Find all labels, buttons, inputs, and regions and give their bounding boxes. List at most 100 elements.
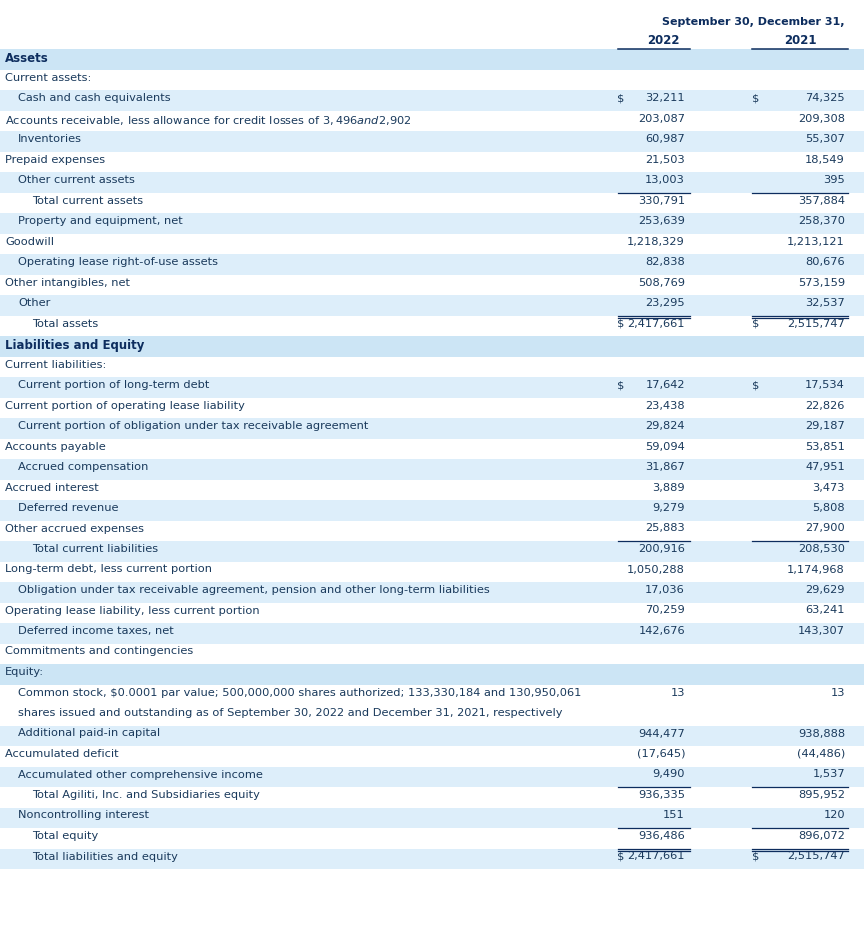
Text: 55,307: 55,307	[805, 134, 845, 144]
Text: 1,218,329: 1,218,329	[627, 236, 685, 247]
Text: 47,951: 47,951	[805, 462, 845, 472]
Bar	[0, 562, 864, 582]
Text: 395: 395	[823, 175, 845, 185]
Text: $: $	[617, 319, 625, 328]
Text: 3,889: 3,889	[652, 482, 685, 492]
Text: 253,639: 253,639	[638, 216, 685, 226]
Bar	[0, 131, 864, 151]
Text: 944,477: 944,477	[638, 729, 685, 739]
Bar	[0, 398, 864, 418]
Text: 896,072: 896,072	[798, 831, 845, 841]
Text: 63,241: 63,241	[805, 605, 845, 616]
Text: Operating lease right-of-use assets: Operating lease right-of-use assets	[18, 257, 218, 267]
Bar	[0, 151, 864, 172]
Text: (17,645): (17,645)	[637, 749, 685, 759]
Bar	[0, 90, 864, 110]
Bar	[0, 500, 864, 520]
Text: 1,174,968: 1,174,968	[787, 565, 845, 575]
Text: 573,159: 573,159	[797, 277, 845, 287]
Text: (44,486): (44,486)	[797, 749, 845, 759]
Text: 29,187: 29,187	[805, 421, 845, 431]
Text: 70,259: 70,259	[645, 605, 685, 616]
Text: Long-term debt, less current portion: Long-term debt, less current portion	[5, 565, 212, 575]
Text: 9,490: 9,490	[652, 769, 685, 780]
Text: 209,308: 209,308	[798, 113, 845, 123]
Text: 357,884: 357,884	[798, 196, 845, 206]
Text: 17,534: 17,534	[805, 380, 845, 390]
Text: 895,952: 895,952	[798, 790, 845, 800]
Text: $: $	[617, 93, 625, 103]
Text: Current portion of operating lease liability: Current portion of operating lease liabi…	[5, 400, 245, 411]
Text: $: $	[752, 93, 759, 103]
Text: 21,503: 21,503	[645, 155, 685, 164]
Text: Prepaid expenses: Prepaid expenses	[5, 155, 105, 164]
Text: 2,417,661: 2,417,661	[627, 319, 685, 328]
Text: 2,417,661: 2,417,661	[627, 852, 685, 861]
Bar	[0, 807, 864, 828]
Bar	[0, 357, 864, 377]
Text: 13: 13	[670, 688, 685, 697]
Text: $: $	[752, 380, 759, 390]
Text: Liabilities and Equity: Liabilities and Equity	[5, 339, 144, 352]
Text: Accrued compensation: Accrued compensation	[18, 462, 149, 472]
Text: Other current assets: Other current assets	[18, 175, 135, 185]
Bar	[0, 479, 864, 500]
Text: 9,279: 9,279	[652, 503, 685, 513]
Text: 330,791: 330,791	[638, 196, 685, 206]
Text: 13: 13	[830, 688, 845, 697]
Text: Common stock, $0.0001 par value; 500,000,000 shares authorized; 133,330,184 and : Common stock, $0.0001 par value; 500,000…	[18, 688, 581, 697]
Text: Commitments and contingencies: Commitments and contingencies	[5, 646, 194, 656]
Bar	[0, 49, 864, 70]
Text: 151: 151	[664, 810, 685, 820]
Bar	[0, 110, 864, 131]
Text: Other accrued expenses: Other accrued expenses	[5, 524, 144, 534]
Bar	[0, 582, 864, 603]
Text: Property and equipment, net: Property and equipment, net	[18, 216, 183, 226]
Text: $: $	[617, 380, 625, 390]
Text: Accounts payable: Accounts payable	[5, 441, 105, 451]
Bar	[0, 213, 864, 234]
Text: 80,676: 80,676	[805, 257, 845, 267]
Text: 74,325: 74,325	[805, 93, 845, 103]
Text: 5,808: 5,808	[812, 503, 845, 513]
Text: 208,530: 208,530	[798, 544, 845, 554]
Text: 3,473: 3,473	[812, 482, 845, 492]
Text: Goodwill: Goodwill	[5, 236, 54, 247]
Text: 13,003: 13,003	[645, 175, 685, 185]
Text: Total Agiliti, Inc. and Subsidiaries equity: Total Agiliti, Inc. and Subsidiaries equ…	[32, 790, 260, 800]
Text: 32,537: 32,537	[805, 298, 845, 308]
Text: Total liabilities and equity: Total liabilities and equity	[32, 852, 178, 861]
Text: 143,307: 143,307	[798, 626, 845, 636]
Text: Total assets: Total assets	[32, 319, 98, 328]
Text: Other intangibles, net: Other intangibles, net	[5, 277, 130, 287]
Bar	[0, 70, 864, 90]
Bar	[0, 438, 864, 459]
Text: $: $	[752, 319, 759, 328]
Text: Other: Other	[18, 298, 50, 308]
Text: September 30, December 31,: September 30, December 31,	[663, 17, 845, 27]
Bar	[0, 541, 864, 562]
Text: 27,900: 27,900	[805, 524, 845, 534]
Text: 23,438: 23,438	[645, 400, 685, 411]
Text: Accumulated deficit: Accumulated deficit	[5, 749, 118, 759]
Text: Cash and cash equivalents: Cash and cash equivalents	[18, 93, 170, 103]
Bar	[0, 418, 864, 438]
Text: 936,486: 936,486	[638, 831, 685, 841]
Bar	[0, 746, 864, 767]
Text: 200,916: 200,916	[638, 544, 685, 554]
Bar	[0, 377, 864, 398]
Text: 82,838: 82,838	[645, 257, 685, 267]
Text: 258,370: 258,370	[798, 216, 845, 226]
Text: Deferred income taxes, net: Deferred income taxes, net	[18, 626, 174, 636]
Text: 60,987: 60,987	[645, 134, 685, 144]
Text: Accumulated other comprehensive income: Accumulated other comprehensive income	[18, 769, 263, 780]
Bar	[0, 193, 864, 213]
Text: Obligation under tax receivable agreement, pension and other long-term liabiliti: Obligation under tax receivable agreemen…	[18, 585, 490, 595]
Text: $: $	[752, 852, 759, 861]
Text: Current portion of long-term debt: Current portion of long-term debt	[18, 380, 209, 390]
Text: 1,213,121: 1,213,121	[787, 236, 845, 247]
Text: 29,629: 29,629	[805, 585, 845, 595]
Bar	[0, 603, 864, 623]
Text: Additional paid-in capital: Additional paid-in capital	[18, 729, 160, 739]
Text: 22,826: 22,826	[805, 400, 845, 411]
